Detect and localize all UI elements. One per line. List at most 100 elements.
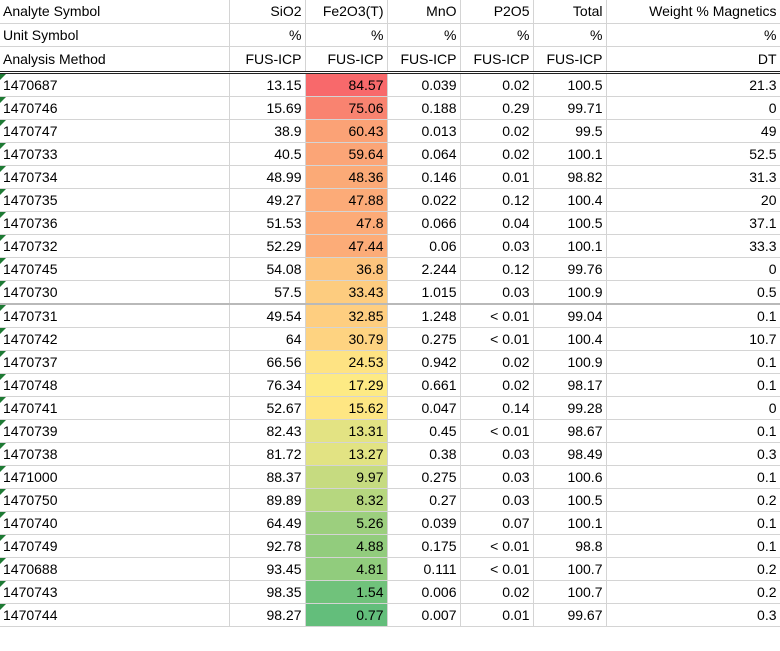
cell-sio2[interactable]: 93.45 xyxy=(229,557,306,581)
cell-sample-id[interactable]: 1470688 xyxy=(0,557,230,581)
header-cell-fe2o3[interactable]: FUS-ICP xyxy=(305,46,388,74)
cell-sample-id[interactable]: 1471000 xyxy=(0,465,230,489)
cell-weight-magnetics[interactable]: 49 xyxy=(606,119,780,143)
cell-weight-magnetics[interactable]: 0.1 xyxy=(606,373,780,397)
cell-sio2[interactable]: 98.35 xyxy=(229,580,306,604)
cell-fe2o3[interactable]: 4.81 xyxy=(305,557,388,581)
cell-weight-magnetics[interactable]: 0.3 xyxy=(606,442,780,466)
cell-sample-id[interactable]: 1470732 xyxy=(0,234,230,258)
cell-sio2[interactable]: 52.29 xyxy=(229,234,306,258)
cell-mno[interactable]: 0.064 xyxy=(387,142,461,166)
cell-fe2o3[interactable]: 33.43 xyxy=(305,280,388,305)
cell-sio2[interactable]: 51.53 xyxy=(229,211,306,235)
header-cell-sample-id[interactable]: Unit Symbol xyxy=(0,23,230,47)
cell-p2o5[interactable]: 0.04 xyxy=(460,211,534,235)
cell-mno[interactable]: 0.039 xyxy=(387,72,461,97)
cell-total[interactable]: 98.8 xyxy=(533,534,607,558)
header-cell-total[interactable]: Total xyxy=(533,0,607,24)
cell-total[interactable]: 98.67 xyxy=(533,419,607,443)
cell-sio2[interactable]: 15.69 xyxy=(229,96,306,120)
cell-p2o5[interactable]: < 0.01 xyxy=(460,534,534,558)
cell-sio2[interactable]: 76.34 xyxy=(229,373,306,397)
cell-sample-id[interactable]: 1470748 xyxy=(0,373,230,397)
cell-fe2o3[interactable]: 47.88 xyxy=(305,188,388,212)
cell-sample-id[interactable]: 1470746 xyxy=(0,96,230,120)
cell-p2o5[interactable]: 0.12 xyxy=(460,257,534,281)
cell-weight-magnetics[interactable]: 0 xyxy=(606,96,780,120)
cell-weight-magnetics[interactable]: 20 xyxy=(606,188,780,212)
cell-fe2o3[interactable]: 15.62 xyxy=(305,396,388,420)
cell-mno[interactable]: 0.007 xyxy=(387,603,461,627)
cell-sample-id[interactable]: 1470738 xyxy=(0,442,230,466)
cell-sio2[interactable]: 98.27 xyxy=(229,603,306,627)
header-cell-sio2[interactable]: SiO2 xyxy=(229,0,306,24)
cell-p2o5[interactable]: 0.03 xyxy=(460,465,534,489)
cell-mno[interactable]: 0.175 xyxy=(387,534,461,558)
cell-sio2[interactable]: 57.5 xyxy=(229,280,306,305)
cell-weight-magnetics[interactable]: 0.1 xyxy=(606,534,780,558)
cell-p2o5[interactable]: < 0.01 xyxy=(460,419,534,443)
cell-mno[interactable]: 0.45 xyxy=(387,419,461,443)
cell-total[interactable]: 100.1 xyxy=(533,511,607,535)
cell-mno[interactable]: 1.015 xyxy=(387,280,461,305)
cell-p2o5[interactable]: 0.14 xyxy=(460,396,534,420)
cell-mno[interactable]: 0.661 xyxy=(387,373,461,397)
cell-fe2o3[interactable]: 5.26 xyxy=(305,511,388,535)
cell-fe2o3[interactable]: 24.53 xyxy=(305,350,388,374)
cell-weight-magnetics[interactable]: 0.2 xyxy=(606,557,780,581)
cell-mno[interactable]: 0.013 xyxy=(387,119,461,143)
cell-sio2[interactable]: 88.37 xyxy=(229,465,306,489)
cell-sample-id[interactable]: 1470733 xyxy=(0,142,230,166)
cell-fe2o3[interactable]: 4.88 xyxy=(305,534,388,558)
cell-mno[interactable]: 0.039 xyxy=(387,511,461,535)
cell-p2o5[interactable]: 0.02 xyxy=(460,72,534,97)
header-cell-sample-id[interactable]: Analysis Method xyxy=(0,46,230,74)
cell-p2o5[interactable]: 0.07 xyxy=(460,511,534,535)
cell-total[interactable]: 100.6 xyxy=(533,465,607,489)
cell-sample-id[interactable]: 1470735 xyxy=(0,188,230,212)
header-cell-mno[interactable]: MnO xyxy=(387,0,461,24)
cell-weight-magnetics[interactable]: 0.5 xyxy=(606,280,780,305)
cell-weight-magnetics[interactable]: 0.1 xyxy=(606,465,780,489)
header-cell-weight-magnetics[interactable]: % xyxy=(606,23,780,47)
cell-p2o5[interactable]: 0.01 xyxy=(460,165,534,189)
cell-sample-id[interactable]: 1470745 xyxy=(0,257,230,281)
cell-total[interactable]: 99.5 xyxy=(533,119,607,143)
cell-sample-id[interactable]: 1470740 xyxy=(0,511,230,535)
cell-mno[interactable]: 0.38 xyxy=(387,442,461,466)
cell-sample-id[interactable]: 1470741 xyxy=(0,396,230,420)
cell-sio2[interactable]: 49.27 xyxy=(229,188,306,212)
cell-sample-id[interactable]: 1470687 xyxy=(0,72,230,97)
cell-sample-id[interactable]: 1470744 xyxy=(0,603,230,627)
header-cell-fe2o3[interactable]: Fe2O3(T) xyxy=(305,0,388,24)
header-cell-fe2o3[interactable]: % xyxy=(305,23,388,47)
cell-p2o5[interactable]: 0.03 xyxy=(460,442,534,466)
cell-total[interactable]: 99.04 xyxy=(533,303,607,328)
cell-sio2[interactable]: 54.08 xyxy=(229,257,306,281)
cell-fe2o3[interactable]: 59.64 xyxy=(305,142,388,166)
cell-fe2o3[interactable]: 30.79 xyxy=(305,327,388,351)
cell-fe2o3[interactable]: 13.27 xyxy=(305,442,388,466)
cell-fe2o3[interactable]: 75.06 xyxy=(305,96,388,120)
cell-p2o5[interactable]: < 0.01 xyxy=(460,303,534,328)
cell-fe2o3[interactable]: 8.32 xyxy=(305,488,388,512)
cell-sio2[interactable]: 48.99 xyxy=(229,165,306,189)
cell-mno[interactable]: 0.06 xyxy=(387,234,461,258)
cell-p2o5[interactable]: 0.02 xyxy=(460,350,534,374)
cell-total[interactable]: 99.67 xyxy=(533,603,607,627)
cell-p2o5[interactable]: 0.02 xyxy=(460,373,534,397)
cell-fe2o3[interactable]: 9.97 xyxy=(305,465,388,489)
cell-p2o5[interactable]: 0.02 xyxy=(460,580,534,604)
cell-fe2o3[interactable]: 0.77 xyxy=(305,603,388,627)
cell-sio2[interactable]: 64 xyxy=(229,327,306,351)
cell-weight-magnetics[interactable]: 52.5 xyxy=(606,142,780,166)
cell-sample-id[interactable]: 1470739 xyxy=(0,419,230,443)
cell-fe2o3[interactable]: 84.57 xyxy=(305,72,388,97)
cell-p2o5[interactable]: < 0.01 xyxy=(460,557,534,581)
cell-total[interactable]: 99.76 xyxy=(533,257,607,281)
cell-mno[interactable]: 0.942 xyxy=(387,350,461,374)
cell-sample-id[interactable]: 1470731 xyxy=(0,303,230,328)
cell-total[interactable]: 100.4 xyxy=(533,327,607,351)
cell-sio2[interactable]: 49.54 xyxy=(229,303,306,328)
cell-total[interactable]: 99.28 xyxy=(533,396,607,420)
